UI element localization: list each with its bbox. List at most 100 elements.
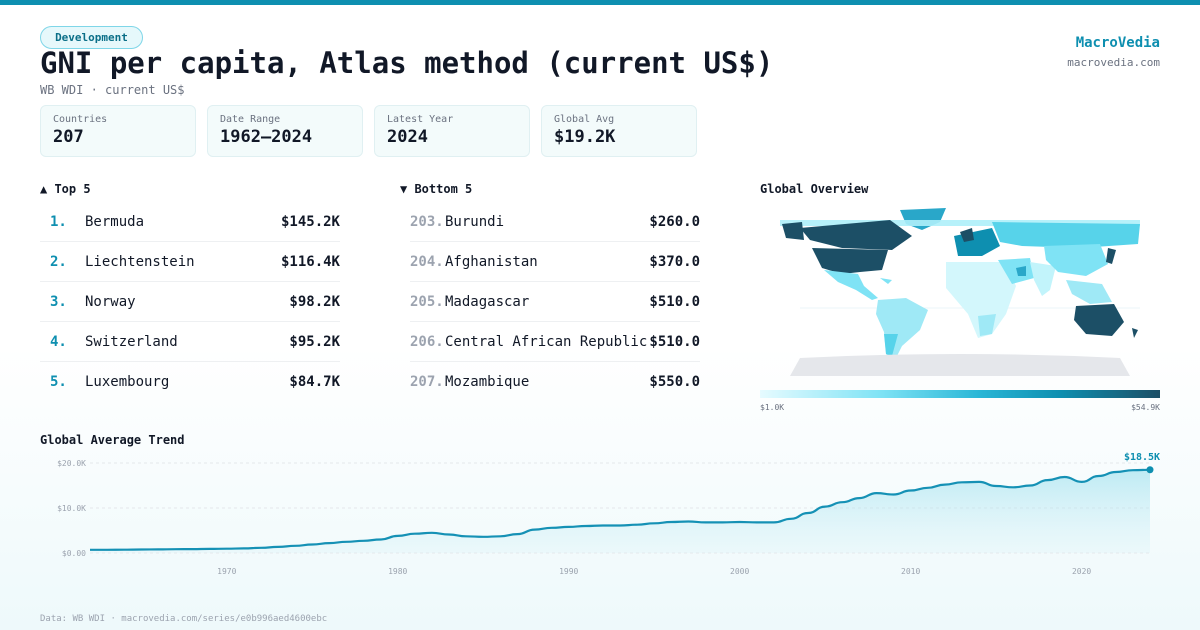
y-tick-label: $10.0K bbox=[57, 504, 86, 513]
page-subtitle: WB WDI · current US$ bbox=[40, 83, 185, 97]
map-region-southern-cone[interactable] bbox=[884, 334, 898, 356]
map-region-south-asia[interactable] bbox=[1030, 262, 1056, 296]
map-region-middle-east[interactable] bbox=[998, 258, 1034, 284]
x-tick-label: 2000 bbox=[730, 567, 749, 576]
world-choropleth-map[interactable] bbox=[760, 206, 1160, 378]
map-region-china[interactable] bbox=[1044, 244, 1108, 276]
trend-end-point[interactable] bbox=[1146, 466, 1154, 474]
country-name: Mozambique bbox=[445, 374, 530, 390]
rank-number: 2. bbox=[50, 253, 67, 270]
stat-card-global-avg: Global Avg $19.2K bbox=[541, 105, 697, 157]
map-svg bbox=[780, 208, 1140, 376]
map-region-usa[interactable] bbox=[812, 248, 888, 274]
map-region-alaska[interactable] bbox=[782, 222, 804, 240]
brand-logo[interactable]: MacroVedia bbox=[1075, 35, 1160, 51]
trend-end-label: $18.5K bbox=[1124, 452, 1160, 463]
stat-value: 1962–2024 bbox=[220, 127, 313, 147]
map-region-africa[interactable] bbox=[946, 262, 1016, 338]
map-region-new-zealand[interactable] bbox=[1132, 328, 1138, 338]
list-item[interactable]: 205. Madagascar $510.0 bbox=[410, 282, 700, 322]
stat-label: Global Avg bbox=[554, 114, 615, 125]
map-region-scandinavia[interactable] bbox=[960, 228, 974, 242]
x-tick-label: 1990 bbox=[559, 567, 578, 576]
list-item[interactable]: 1. Bermuda $145.2K bbox=[40, 202, 340, 242]
country-name: Bermuda bbox=[85, 213, 145, 230]
stat-value: $19.2K bbox=[554, 127, 616, 147]
map-region-southern-africa[interactable] bbox=[978, 314, 996, 336]
x-tick-label: 2010 bbox=[901, 567, 920, 576]
x-tick-label: 2020 bbox=[1072, 567, 1091, 576]
country-value: $370.0 bbox=[649, 253, 700, 270]
stat-value: 2024 bbox=[387, 127, 428, 147]
trend-line bbox=[89, 468, 1151, 551]
list-item[interactable]: 204. Afghanistan $370.0 bbox=[410, 242, 700, 282]
map-region-antarctica bbox=[790, 354, 1130, 376]
map-region-australia[interactable] bbox=[1074, 304, 1124, 336]
map-region-greenland[interactable] bbox=[900, 208, 946, 230]
map-legend-gradient bbox=[760, 390, 1160, 398]
country-name: Liechtenstein bbox=[85, 253, 195, 270]
rank-number: 205. bbox=[410, 293, 444, 310]
map-legend-max: $54.9K bbox=[1131, 403, 1160, 412]
list-item[interactable]: 3. Norway $98.2K bbox=[40, 282, 340, 322]
x-tick-label: 1980 bbox=[388, 567, 407, 576]
country-value: $260.0 bbox=[649, 213, 700, 230]
rank-number: 204. bbox=[410, 253, 444, 270]
country-value: $116.4K bbox=[280, 253, 340, 270]
country-value: $510.0 bbox=[649, 293, 700, 310]
top5-title: ▲ Top 5 bbox=[40, 182, 91, 196]
footer-source: Data: WB WDI · macrovedia.com/series/e0b… bbox=[40, 614, 328, 624]
list-item[interactable]: 2. Liechtenstein $116.4K bbox=[40, 242, 340, 282]
rank-number: 4. bbox=[50, 333, 67, 350]
country-value: $98.2K bbox=[289, 293, 340, 310]
top-accent-bar bbox=[0, 0, 1200, 5]
country-name: Afghanistan bbox=[445, 253, 538, 270]
page-title: GNI per capita, Atlas method (current US… bbox=[40, 46, 774, 80]
rank-number: 203. bbox=[410, 213, 444, 230]
country-name: Madagascar bbox=[445, 293, 530, 310]
map-region-japan[interactable] bbox=[1106, 248, 1116, 264]
map-region-canada[interactable] bbox=[800, 220, 912, 250]
list-item[interactable]: 203. Burundi $260.0 bbox=[410, 202, 700, 242]
x-tick-label: 1970 bbox=[217, 567, 236, 576]
y-tick-label: $20.0K bbox=[57, 459, 86, 468]
country-name: Central African Republic bbox=[445, 333, 648, 350]
map-region-gulf-states[interactable] bbox=[1016, 266, 1026, 276]
country-name: Burundi bbox=[445, 213, 505, 230]
list-item[interactable]: 206. Central African Republic $510.0 bbox=[410, 322, 700, 362]
bottom5-title: ▼ Bottom 5 bbox=[400, 182, 473, 196]
country-value: $95.2K bbox=[289, 333, 340, 350]
country-value: $84.7K bbox=[289, 374, 340, 390]
y-tick-label: $0.00 bbox=[62, 549, 86, 558]
map-region-caribbean[interactable] bbox=[880, 278, 892, 284]
rank-number: 206. bbox=[410, 333, 444, 350]
map-legend-min: $1.0K bbox=[760, 403, 785, 412]
rank-number: 1. bbox=[50, 213, 67, 230]
list-item[interactable]: 207. Mozambique $550.0 bbox=[410, 362, 700, 402]
rank-number: 207. bbox=[410, 374, 444, 390]
list-item[interactable]: 4. Switzerland $95.2K bbox=[40, 322, 340, 362]
list-item[interactable]: 5. Luxembourg $84.7K bbox=[40, 362, 340, 402]
map-region-mexico[interactable] bbox=[824, 270, 878, 300]
stat-label: Countries bbox=[53, 114, 108, 125]
rank-number: 5. bbox=[50, 374, 67, 390]
trend-title: Global Average Trend bbox=[40, 433, 185, 447]
map-region-south-america[interactable] bbox=[876, 298, 928, 362]
map-region-russia[interactable] bbox=[992, 222, 1140, 248]
rank-number: 3. bbox=[50, 293, 67, 310]
bottom5-list: 203. Burundi $260.0 204. Afghanistan $37… bbox=[410, 202, 700, 402]
stat-value: 207 bbox=[53, 127, 84, 147]
stat-card-countries: Countries 207 bbox=[40, 105, 196, 157]
stat-card-latest-year: Latest Year 2024 bbox=[374, 105, 530, 157]
country-value: $550.0 bbox=[649, 374, 700, 390]
map-region-southeast-asia[interactable] bbox=[1066, 280, 1112, 304]
country-value: $510.0 bbox=[649, 333, 700, 350]
country-name: Norway bbox=[85, 293, 136, 310]
brand-url[interactable]: macrovedia.com bbox=[1067, 56, 1160, 69]
category-tag[interactable]: Development bbox=[40, 26, 143, 49]
top5-list: 1. Bermuda $145.2K 2. Liechtenstein $116… bbox=[40, 202, 340, 402]
trend-area bbox=[90, 469, 1150, 553]
map-title: Global Overview bbox=[760, 182, 869, 196]
country-value: $145.2K bbox=[280, 213, 340, 230]
trend-chart[interactable]: $0.00 $10.0K $20.0K 1970 1980 1990 2000 2010 20… bbox=[40, 448, 1160, 580]
